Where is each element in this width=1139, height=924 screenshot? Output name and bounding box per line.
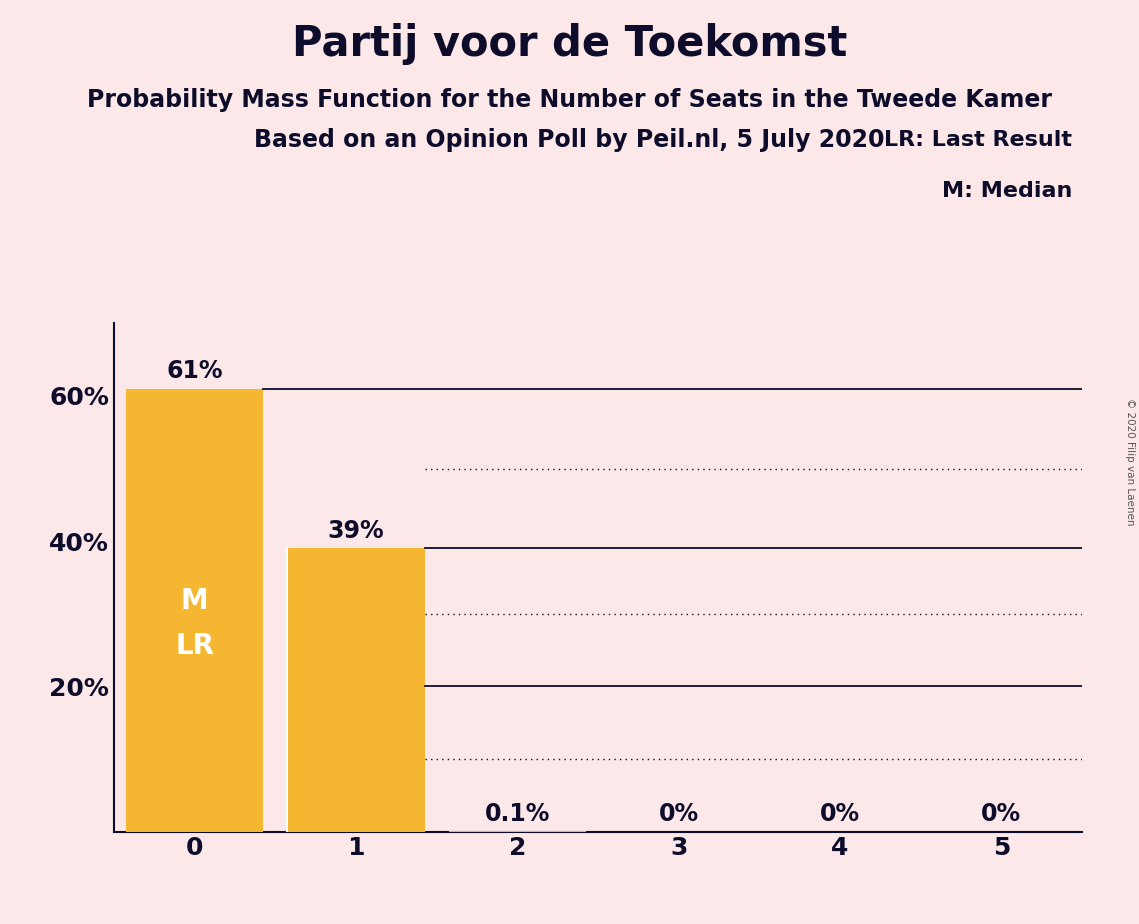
- Text: Based on an Opinion Poll by Peil.nl, 5 July 2020: Based on an Opinion Poll by Peil.nl, 5 J…: [254, 128, 885, 152]
- Text: 39%: 39%: [328, 518, 384, 542]
- Text: 61%: 61%: [166, 359, 223, 383]
- Text: Partij voor de Toekomst: Partij voor de Toekomst: [292, 23, 847, 65]
- Text: Probability Mass Function for the Number of Seats in the Tweede Kamer: Probability Mass Function for the Number…: [87, 88, 1052, 112]
- Text: 0%: 0%: [658, 802, 698, 826]
- Text: M: Median: M: Median: [942, 181, 1073, 201]
- Text: LR: Last Result: LR: Last Result: [884, 130, 1073, 151]
- Text: 0.1%: 0.1%: [484, 802, 550, 826]
- Bar: [126, 389, 263, 832]
- Text: M: M: [181, 588, 208, 615]
- Text: © 2020 Filip van Laenen: © 2020 Filip van Laenen: [1125, 398, 1134, 526]
- Bar: [287, 549, 425, 832]
- Text: 0%: 0%: [820, 802, 860, 826]
- Text: 0%: 0%: [982, 802, 1022, 826]
- Text: LR: LR: [175, 632, 214, 660]
